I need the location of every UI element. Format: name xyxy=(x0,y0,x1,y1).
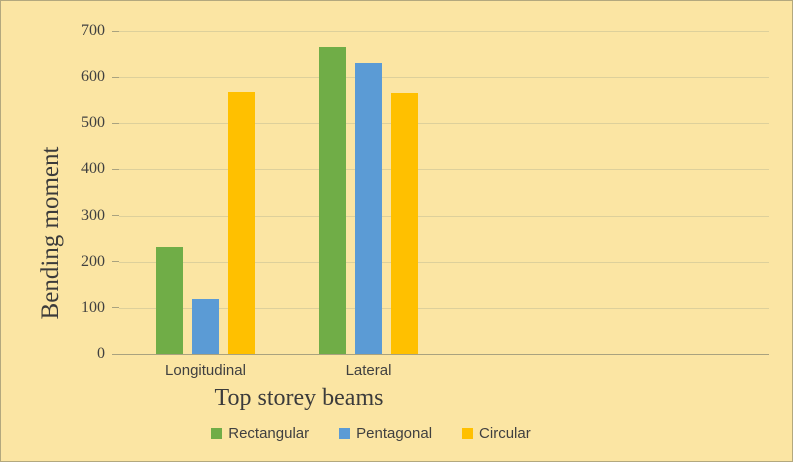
gridline xyxy=(119,215,769,217)
gridline xyxy=(119,169,769,171)
bar-pentagonal-longitudinal xyxy=(192,298,219,354)
legend-swatch xyxy=(462,428,474,439)
y-tick-label: 500 xyxy=(81,114,105,132)
bar-rectangular-longitudinal xyxy=(156,246,183,354)
y-tick-label: 600 xyxy=(81,68,105,86)
y-tick-mark xyxy=(112,353,119,355)
bar-circular-longitudinal xyxy=(228,91,255,354)
bar-circular-lateral xyxy=(391,93,418,354)
gridline xyxy=(119,261,769,263)
y-tick-mark xyxy=(112,215,119,217)
legend-swatch xyxy=(339,428,351,439)
y-tick-label: 200 xyxy=(81,252,105,270)
y-tick-mark xyxy=(112,122,119,124)
gridline xyxy=(119,77,769,79)
legend-item-pentagonal: Pentagonal xyxy=(339,425,432,442)
legend-label: Rectangular xyxy=(228,425,310,442)
legend-item-rectangular: Rectangular xyxy=(211,425,309,442)
y-tick-mark xyxy=(112,307,119,309)
y-tick-label: 100 xyxy=(81,298,105,316)
y-tick-mark xyxy=(112,261,119,263)
legend-label: Pentagonal xyxy=(356,425,433,442)
x-axis-title: Top storey beams xyxy=(214,385,384,411)
bar-pentagonal-lateral xyxy=(355,63,382,354)
plot-area: 0 100 200 300 400 500 600 700 Longitudinal Latera… xyxy=(81,22,769,379)
category-label: Lateral xyxy=(345,362,392,379)
bar-rectangular-lateral xyxy=(319,47,346,354)
y-tick-label: 300 xyxy=(81,206,105,224)
gridline xyxy=(119,123,769,125)
y-tick-mark xyxy=(112,76,119,78)
y-tick-label: 400 xyxy=(81,160,105,178)
legend-swatch xyxy=(211,428,223,439)
y-tick-label: 0 xyxy=(97,345,105,362)
y-tick-mark xyxy=(112,168,119,170)
legend-label: Circular xyxy=(479,425,531,442)
gridline xyxy=(119,307,769,309)
y-tick-label: 700 xyxy=(81,22,105,39)
gridline xyxy=(119,31,769,32)
legend: Rectangular Pentagonal Circular xyxy=(1,425,741,442)
y-tick-mark xyxy=(112,30,119,32)
legend-item-circular: Circular xyxy=(462,425,531,442)
category-label: Longitudinal xyxy=(165,362,246,379)
